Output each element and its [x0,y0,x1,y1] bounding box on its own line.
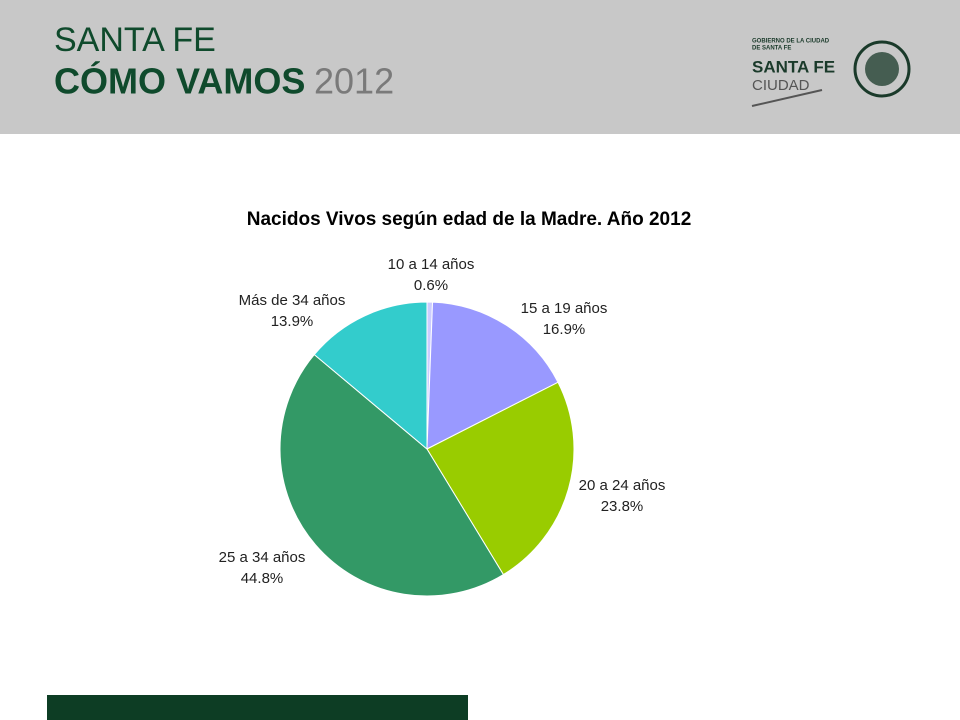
slice-value: 23.8% [601,498,644,515]
chart-title: Nacidos Vivos según edad de la Madre. Añ… [247,209,692,230]
slice-category: 10 a 14 años [388,256,475,273]
logo-stroke [751,89,823,107]
logo-sub: CIUDAD [752,77,810,94]
pie-slice [279,353,505,597]
slice-value: 44.8% [241,570,284,587]
slice-value: 0.6% [414,277,448,294]
slice-value: 16.9% [543,321,586,338]
logo-main: SANTA FE [752,57,835,76]
slice-category: 20 a 24 años [579,477,666,494]
slice-value: 13.9% [271,313,314,330]
pie-slice [426,381,575,576]
brand-line2: CÓMO VAMOS [54,60,305,102]
pie-slice [426,301,559,450]
slice-category: 25 a 34 años [219,549,306,566]
logo-small: GOBIERNO DE LA CIUDAD [752,39,830,45]
brand-line1: SANTA FE [54,21,216,59]
footer-bar [47,695,468,720]
header-band [0,0,960,134]
slice-category: Más de 34 años [239,292,346,309]
seal-inner [865,52,899,86]
pie-slice [313,301,428,451]
slice-category: 15 a 19 años [521,300,608,317]
brand-year: 2012 [314,61,394,102]
logo-small2: DE SANTA FE [752,46,791,52]
